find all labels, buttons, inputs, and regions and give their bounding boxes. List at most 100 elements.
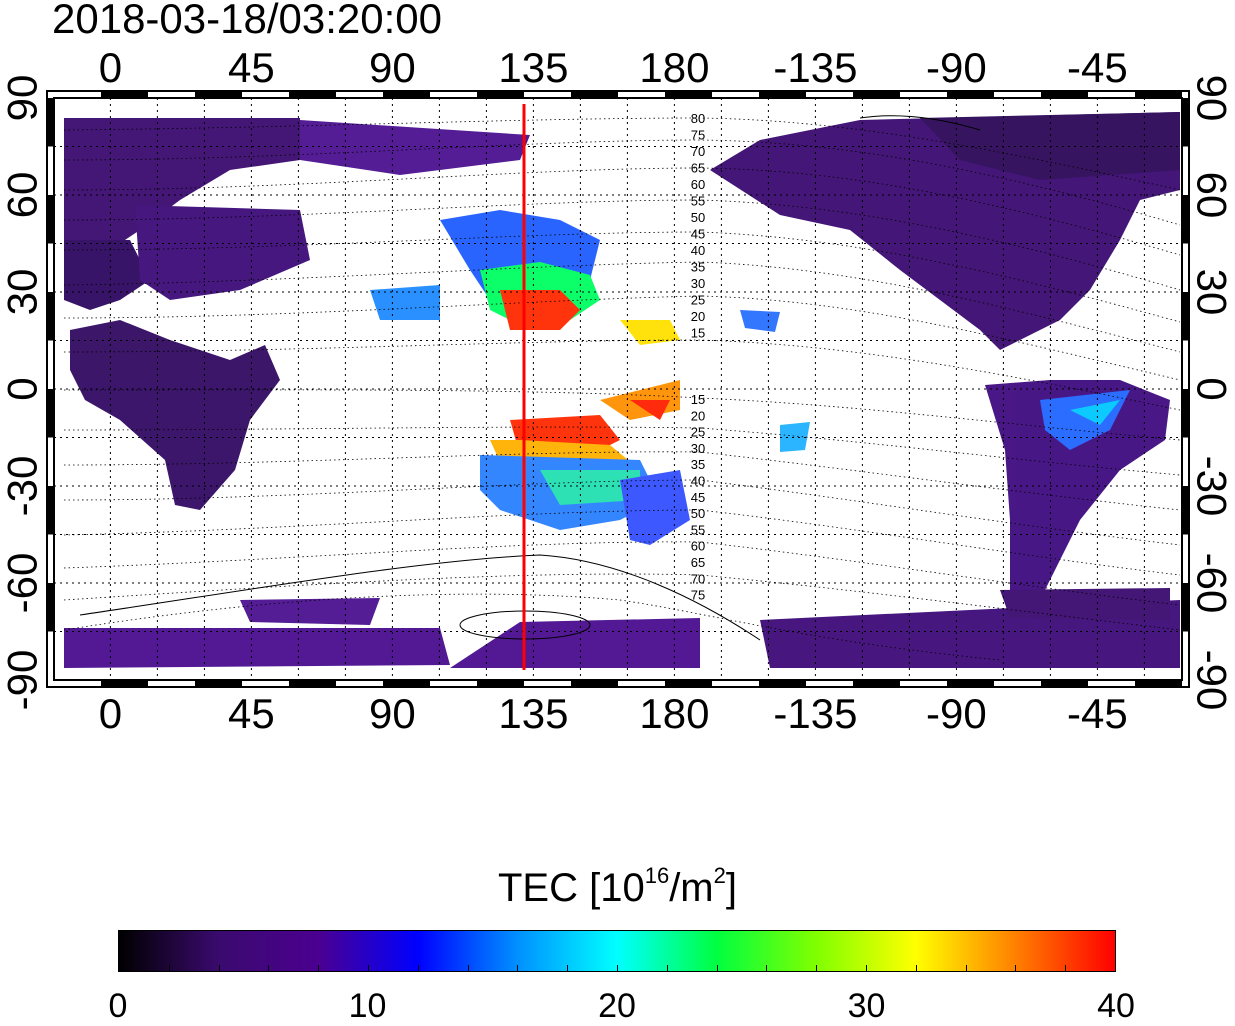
contour-label: 70 <box>691 144 705 159</box>
contour-label: 75 <box>691 588 705 603</box>
colorbar-minor-tick <box>966 965 967 971</box>
contour-label: 35 <box>691 457 705 472</box>
colorbar-minor-tick <box>617 965 618 971</box>
contour-label: 65 <box>691 555 705 570</box>
frame-bar-segment <box>665 680 712 687</box>
latitude-tick-label: -90 <box>1189 650 1235 711</box>
frame-bar-segment <box>571 91 618 98</box>
latitude-tick-label: -60 <box>0 553 46 614</box>
frame-bar-segment <box>47 292 54 341</box>
frame-bar-segment <box>1041 91 1088 98</box>
colorbar-minor-tick <box>318 965 319 971</box>
colorbar-minor-tick <box>866 965 867 971</box>
frame-bar-segment <box>1041 680 1088 687</box>
longitude-tick-label: 180 <box>639 690 709 737</box>
colorbar-tick-label: 40 <box>1097 987 1135 1026</box>
frame-bar-segment <box>947 91 994 98</box>
frame-bar-segment <box>383 91 430 98</box>
frame-bar-segment <box>47 98 54 147</box>
latitude-tick-label: 60 <box>1189 172 1235 219</box>
frame-bar-segment <box>947 680 994 687</box>
contour-label: 25 <box>691 293 705 308</box>
longitude-tick-label: 180 <box>639 44 709 91</box>
frame-bar-segment <box>853 680 900 687</box>
longitude-tick-label: -135 <box>773 690 857 737</box>
frame-bar-segment <box>477 680 524 687</box>
colorbar-minor-tick <box>468 965 469 971</box>
frame-bar-segment <box>47 486 54 535</box>
frame-bar-segment <box>195 91 242 98</box>
colorbar-minor-tick <box>517 965 518 971</box>
tec-world-map: 8075706560555045403530252015152025303540… <box>0 0 1235 860</box>
contour-label: 50 <box>691 210 705 225</box>
longitude-tick-label: 45 <box>228 44 275 91</box>
longitude-tick-label: -135 <box>773 44 857 91</box>
colorbar-minor-tick <box>766 965 767 971</box>
frame-bar-segment <box>1182 292 1189 341</box>
contour-label: 45 <box>691 227 705 242</box>
colorbar-minor-tick <box>916 965 917 971</box>
colorbar-title-text: TEC [10 <box>498 866 645 910</box>
contour-label: 70 <box>691 571 705 586</box>
frame-bar-segment <box>101 680 148 687</box>
frame-bar-segment <box>759 680 806 687</box>
contour-label: 75 <box>691 128 705 143</box>
contour-label: 25 <box>691 425 705 440</box>
frame-bar-segment <box>1135 91 1182 98</box>
latitude-tick-label: -90 <box>0 650 46 711</box>
contour-label: 30 <box>691 441 705 456</box>
colorbar-minor-tick <box>1065 965 1066 971</box>
colorbar-tick-label: 10 <box>349 987 387 1026</box>
colorbar-minor-tick <box>567 965 568 971</box>
longitude-tick-label: -90 <box>926 44 987 91</box>
contour-label: 45 <box>691 490 705 505</box>
colorbar-title-square: 2 <box>714 863 726 888</box>
latitude-tick-label: 30 <box>0 269 46 316</box>
latitude-tick-label: -60 <box>1189 553 1235 614</box>
frame-bar-segment <box>289 91 336 98</box>
contour-label: 15 <box>691 326 705 341</box>
colorbar-minor-tick <box>368 965 369 971</box>
contour-label: 55 <box>691 194 705 209</box>
frame-bar-segment <box>289 680 336 687</box>
contour-label: 60 <box>691 177 705 192</box>
latitude-tick-label: 90 <box>1189 75 1235 122</box>
longitude-tick-label: 45 <box>228 690 275 737</box>
longitude-tick-label: 90 <box>369 44 416 91</box>
contour-label: 20 <box>691 408 705 423</box>
latitude-tick-label: -30 <box>1189 456 1235 517</box>
colorbar-minor-tick <box>418 965 419 971</box>
tec-colorbar <box>118 930 1116 972</box>
colorbar-tick-label: 20 <box>598 987 636 1026</box>
longitude-tick-label: 135 <box>498 44 568 91</box>
colorbar-minor-tick <box>717 965 718 971</box>
colorbar-title-exponent: 16 <box>645 863 669 888</box>
frame-bar-segment <box>759 91 806 98</box>
colorbar-minor-tick <box>816 965 817 971</box>
colorbar-minor-tick <box>1015 965 1016 971</box>
latitude-tick-label: -30 <box>0 456 46 517</box>
colorbar-minor-tick <box>219 965 220 971</box>
frame-bar-segment <box>853 91 900 98</box>
frame-bar-segment <box>47 195 54 244</box>
longitude-tick-label: -45 <box>1067 690 1128 737</box>
colorbar-tick-label: 30 <box>848 987 886 1026</box>
contour-label: 50 <box>691 506 705 521</box>
contour-label: 65 <box>691 161 705 176</box>
longitude-tick-label: 135 <box>498 690 568 737</box>
latitude-tick-label: 60 <box>0 172 46 219</box>
frame-bar-segment <box>47 389 54 438</box>
colorbar-minor-tick <box>119 965 120 971</box>
contour-label: 35 <box>691 260 705 275</box>
colorbar-tick-label: 0 <box>109 987 128 1026</box>
contour-label: 15 <box>691 392 705 407</box>
frame-bar-segment <box>1182 583 1189 632</box>
longitude-tick-label: 90 <box>369 690 416 737</box>
colorbar-title-close: ] <box>726 866 737 910</box>
longitude-tick-label: -45 <box>1067 44 1128 91</box>
latitude-tick-label: 30 <box>1189 269 1235 316</box>
contour-label: 20 <box>691 309 705 324</box>
